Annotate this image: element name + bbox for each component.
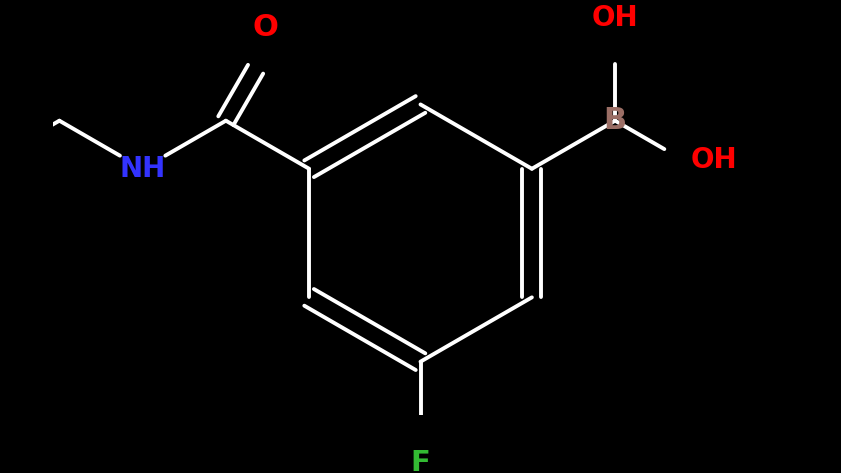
Text: B: B	[604, 106, 627, 135]
Text: OH: OH	[690, 146, 737, 174]
Text: O: O	[252, 13, 278, 42]
Text: NH: NH	[119, 155, 166, 183]
Text: F: F	[410, 449, 431, 473]
Text: OH: OH	[592, 4, 638, 32]
